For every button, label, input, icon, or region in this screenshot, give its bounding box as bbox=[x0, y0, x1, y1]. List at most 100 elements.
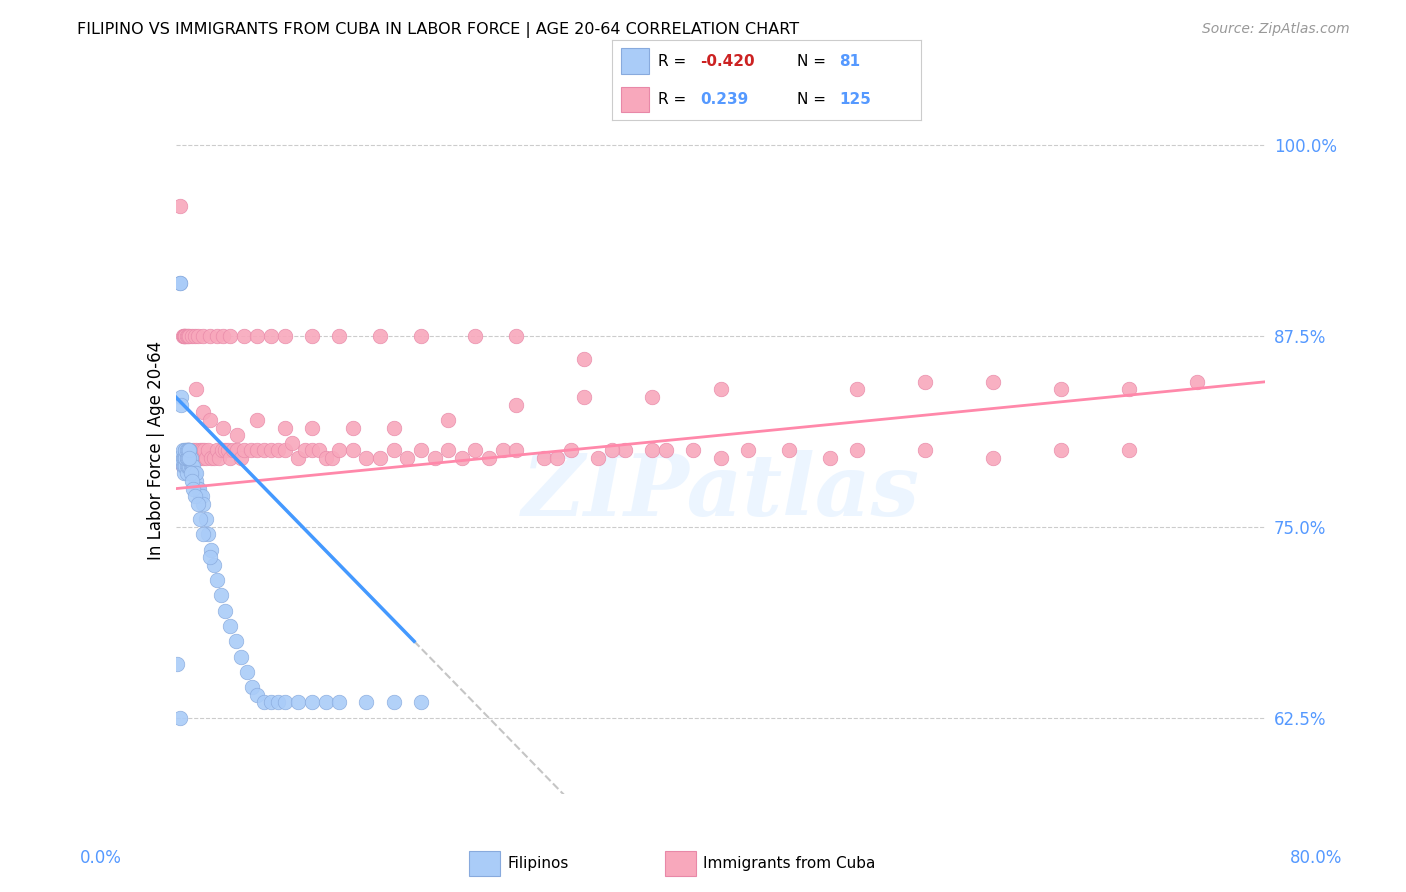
Point bbox=[308, 443, 330, 458]
Point bbox=[174, 443, 197, 458]
Point bbox=[1118, 383, 1140, 397]
Bar bbox=[621, 48, 648, 74]
Point bbox=[172, 329, 194, 343]
Point bbox=[188, 512, 211, 526]
Point bbox=[981, 375, 1004, 389]
Point bbox=[321, 451, 343, 466]
Point bbox=[437, 413, 460, 427]
Point bbox=[179, 443, 201, 458]
Point bbox=[208, 451, 231, 466]
Point bbox=[1050, 443, 1073, 458]
Point bbox=[179, 443, 201, 458]
Point bbox=[176, 458, 198, 473]
Bar bbox=[621, 87, 648, 112]
Point bbox=[315, 451, 337, 466]
Point bbox=[202, 451, 225, 466]
Point bbox=[231, 649, 253, 664]
Point bbox=[778, 443, 800, 458]
Point bbox=[328, 695, 350, 709]
Text: R =: R = bbox=[658, 92, 692, 107]
Text: 81: 81 bbox=[839, 54, 860, 69]
Point bbox=[260, 695, 283, 709]
Point bbox=[574, 390, 596, 404]
Point bbox=[173, 451, 195, 466]
Point bbox=[181, 458, 204, 473]
Point bbox=[205, 573, 228, 587]
Text: 125: 125 bbox=[839, 92, 870, 107]
Point bbox=[170, 398, 193, 412]
Point bbox=[186, 482, 209, 496]
Point bbox=[246, 413, 269, 427]
Point bbox=[198, 329, 221, 343]
Point bbox=[186, 383, 208, 397]
Point bbox=[180, 451, 202, 466]
Point bbox=[226, 443, 249, 458]
Point bbox=[190, 489, 212, 503]
Point bbox=[356, 695, 378, 709]
Point bbox=[184, 451, 207, 466]
Point bbox=[191, 405, 214, 419]
Point bbox=[174, 329, 197, 343]
Point bbox=[845, 443, 868, 458]
Point bbox=[710, 451, 733, 466]
Point bbox=[176, 451, 198, 466]
Point bbox=[301, 329, 323, 343]
Point bbox=[194, 451, 217, 466]
Point bbox=[191, 451, 214, 466]
Point bbox=[205, 329, 228, 343]
Point bbox=[166, 657, 188, 672]
Point bbox=[169, 276, 191, 290]
Point bbox=[174, 443, 197, 458]
Bar bbox=[468, 851, 501, 876]
Point bbox=[197, 443, 219, 458]
Text: N =: N = bbox=[797, 54, 831, 69]
Point bbox=[198, 550, 221, 565]
Point bbox=[294, 443, 316, 458]
Point bbox=[184, 489, 207, 503]
Point bbox=[176, 443, 198, 458]
Point bbox=[212, 420, 235, 434]
Point bbox=[193, 443, 215, 458]
Point bbox=[169, 199, 191, 213]
Point bbox=[176, 443, 198, 458]
Point bbox=[246, 443, 269, 458]
Point bbox=[179, 329, 201, 343]
Point bbox=[682, 443, 704, 458]
Point bbox=[409, 329, 432, 343]
Point bbox=[437, 443, 460, 458]
Point bbox=[267, 443, 290, 458]
Point bbox=[181, 467, 204, 481]
Point bbox=[194, 512, 217, 526]
Text: Filipinos: Filipinos bbox=[508, 856, 568, 871]
Point bbox=[342, 443, 364, 458]
Point bbox=[176, 443, 198, 458]
Point bbox=[368, 451, 391, 466]
Point bbox=[274, 443, 297, 458]
Point bbox=[710, 383, 733, 397]
Point bbox=[280, 435, 302, 450]
Point bbox=[181, 451, 204, 466]
Point bbox=[172, 443, 194, 458]
Point bbox=[818, 451, 841, 466]
Point bbox=[240, 680, 263, 694]
Point bbox=[226, 428, 249, 442]
Point bbox=[174, 451, 197, 466]
Point bbox=[1118, 443, 1140, 458]
Bar bbox=[665, 851, 696, 876]
Point bbox=[172, 458, 194, 473]
Text: ZIPatlas: ZIPatlas bbox=[522, 450, 920, 533]
Point bbox=[186, 467, 208, 481]
Point bbox=[222, 443, 245, 458]
Point bbox=[170, 390, 193, 404]
Text: 0.239: 0.239 bbox=[700, 92, 748, 107]
Point bbox=[183, 458, 205, 473]
Point bbox=[641, 390, 664, 404]
Point bbox=[217, 443, 239, 458]
Point bbox=[574, 351, 596, 366]
Point bbox=[641, 443, 664, 458]
Point bbox=[212, 329, 235, 343]
Point bbox=[180, 458, 202, 473]
Point bbox=[211, 443, 233, 458]
Point bbox=[232, 329, 254, 343]
Point bbox=[274, 695, 297, 709]
